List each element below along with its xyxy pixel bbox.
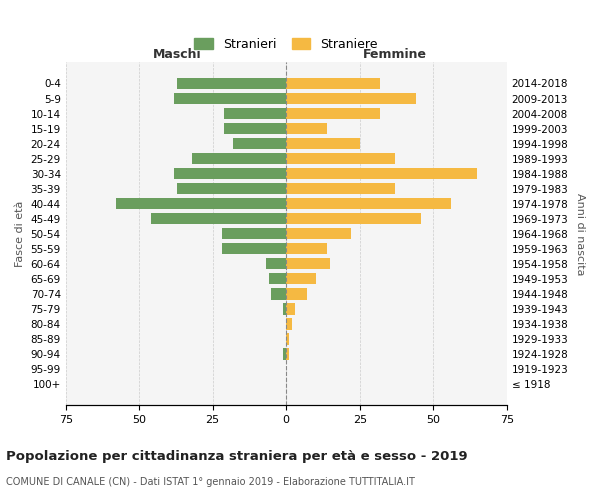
Bar xyxy=(286,228,351,239)
Bar xyxy=(221,228,286,239)
Bar xyxy=(178,78,286,89)
Bar xyxy=(286,258,331,270)
Bar xyxy=(175,168,286,179)
Bar xyxy=(286,198,451,209)
Y-axis label: Anni di nascita: Anni di nascita xyxy=(575,192,585,275)
Text: Femmine: Femmine xyxy=(363,48,427,61)
Bar xyxy=(178,183,286,194)
Bar xyxy=(269,273,286,284)
Bar xyxy=(221,243,286,254)
Bar xyxy=(192,153,286,164)
Bar xyxy=(116,198,286,209)
Y-axis label: Fasce di età: Fasce di età xyxy=(15,200,25,267)
Bar xyxy=(286,168,478,179)
Bar xyxy=(286,348,289,360)
Bar xyxy=(286,123,328,134)
Legend: Stranieri, Straniere: Stranieri, Straniere xyxy=(191,34,382,54)
Bar xyxy=(286,288,307,300)
Bar xyxy=(271,288,286,300)
Text: Maschi: Maschi xyxy=(153,48,202,61)
Bar xyxy=(283,348,286,360)
Bar xyxy=(286,108,380,119)
Bar xyxy=(151,213,286,224)
Bar xyxy=(286,183,395,194)
Bar xyxy=(286,304,295,314)
Bar xyxy=(286,153,395,164)
Bar xyxy=(286,243,328,254)
Bar xyxy=(286,318,292,330)
Bar xyxy=(224,108,286,119)
Bar xyxy=(224,123,286,134)
Text: COMUNE DI CANALE (CN) - Dati ISTAT 1° gennaio 2019 - Elaborazione TUTTITALIA.IT: COMUNE DI CANALE (CN) - Dati ISTAT 1° ge… xyxy=(6,477,415,487)
Bar xyxy=(286,93,416,104)
Bar xyxy=(286,138,360,149)
Text: Popolazione per cittadinanza straniera per età e sesso - 2019: Popolazione per cittadinanza straniera p… xyxy=(6,450,467,463)
Bar xyxy=(233,138,286,149)
Bar xyxy=(286,78,380,89)
Bar xyxy=(286,273,316,284)
Bar xyxy=(286,334,289,344)
Bar xyxy=(286,213,421,224)
Bar xyxy=(266,258,286,270)
Bar xyxy=(283,304,286,314)
Bar xyxy=(175,93,286,104)
